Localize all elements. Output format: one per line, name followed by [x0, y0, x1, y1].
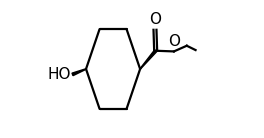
Text: O: O: [149, 12, 161, 27]
Text: HO: HO: [48, 67, 72, 82]
Text: O: O: [169, 34, 181, 49]
Polygon shape: [140, 50, 157, 69]
Polygon shape: [72, 69, 86, 76]
